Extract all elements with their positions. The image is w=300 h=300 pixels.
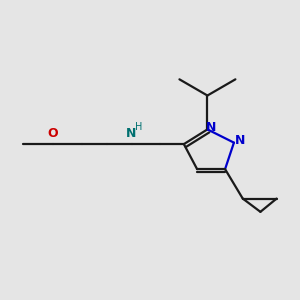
Text: H: H xyxy=(135,122,142,132)
Text: O: O xyxy=(47,127,58,140)
Text: N: N xyxy=(235,134,246,147)
Text: N: N xyxy=(206,121,216,134)
Text: N: N xyxy=(126,127,136,140)
